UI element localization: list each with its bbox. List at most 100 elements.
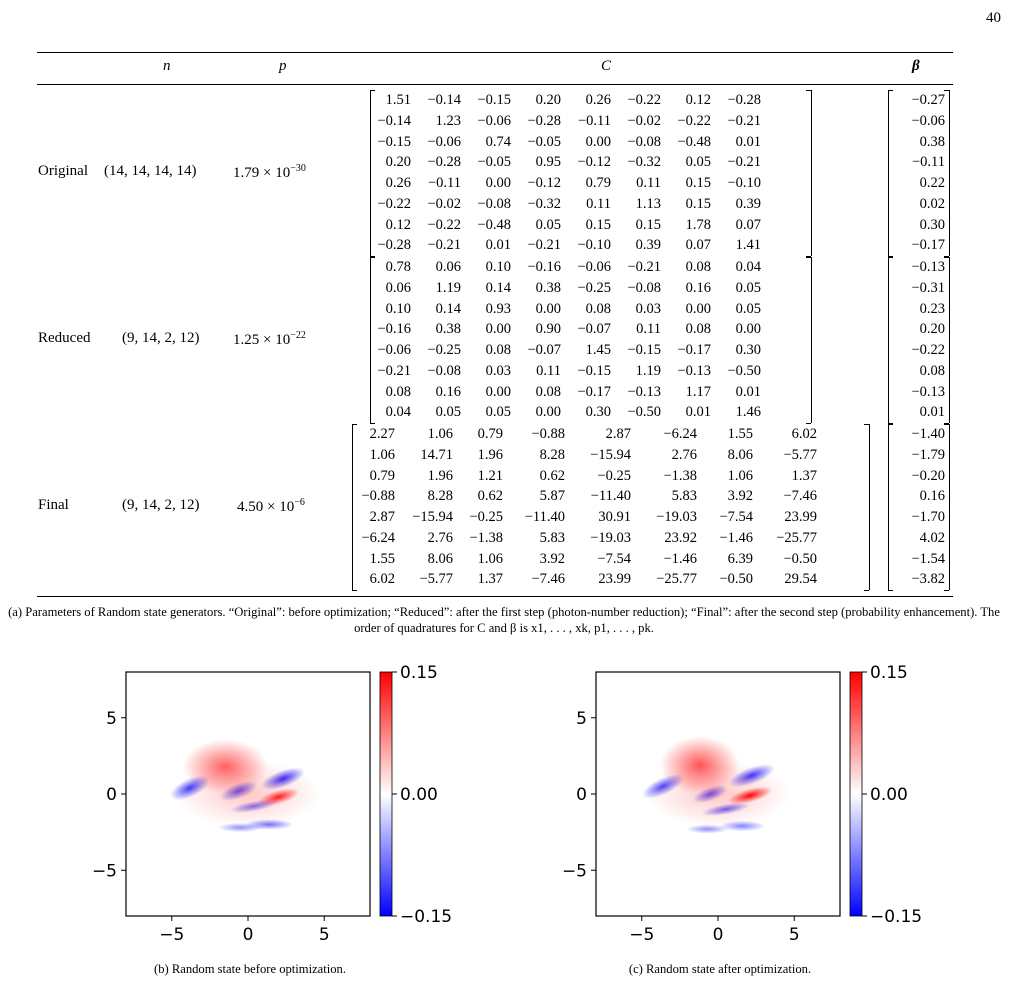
matrix-cell: −0.15 — [377, 133, 411, 150]
matrix-cell: −0.21 — [377, 362, 411, 379]
colorbar-tick-label: −0.15 — [400, 907, 452, 927]
matrix-cell: −0.21 — [427, 237, 461, 254]
matrix-cell: 5.83 — [539, 529, 565, 546]
header-p: p — [279, 58, 287, 74]
colorbar-tick-label: 0.00 — [870, 785, 908, 805]
matrix-cell: 0.15 — [635, 216, 661, 233]
matrix-cell: −0.06 — [477, 112, 511, 129]
heatmap-field — [642, 736, 792, 834]
vector-beta: −0.13 −0.31 0.23 0.20 −0.22 0.08 −0.13 0.01 — [888, 257, 950, 423]
matrix-cell: 0.07 — [735, 216, 761, 233]
matrix-cell: −0.12 — [577, 154, 611, 171]
row-n: (9, 14, 2, 12) — [122, 330, 200, 346]
matrix-cell: −0.32 — [527, 195, 561, 212]
matrix-cell: −0.48 — [477, 216, 511, 233]
matrix-cell: −1.38 — [663, 467, 697, 484]
matrix-cell: −0.15 — [477, 92, 511, 108]
matrix-cell: −0.08 — [627, 133, 661, 150]
matrix-cell: 0.11 — [636, 321, 661, 338]
matrix-cell: 3.92 — [539, 550, 565, 567]
matrix-cell: 0.03 — [485, 362, 511, 379]
row-label: Reduced — [38, 330, 91, 346]
matrix-cell: 0.12 — [385, 216, 411, 233]
matrix-cell: 0.30 — [735, 342, 761, 358]
matrix-cell: −0.50 — [783, 550, 817, 567]
bracket-serif — [864, 590, 869, 591]
matrix-cell: −0.50 — [627, 404, 661, 421]
matrix-cell: 1.96 — [427, 467, 453, 484]
y-tick-label: −5 — [92, 861, 117, 881]
table-bottom-rule — [37, 596, 953, 598]
matrix-cell: −7.46 — [783, 488, 817, 505]
matrix-cell: 5.87 — [539, 488, 565, 505]
vector-cell: 4.02 — [919, 529, 945, 546]
matrix-cell: 0.08 — [685, 321, 711, 338]
y-tick-label: 0 — [106, 785, 117, 805]
matrix-cell: −19.03 — [590, 529, 631, 546]
row-p: 4.50 × 10−6 — [237, 497, 305, 515]
matrix-cell: 0.10 — [385, 300, 411, 317]
matrix-cell: 0.08 — [385, 383, 411, 400]
vector-cell: −1.40 — [911, 426, 945, 442]
matrix-cell: 1.55 — [727, 426, 753, 442]
matrix-cell: 0.20 — [385, 154, 411, 171]
matrix-cell: 3.92 — [727, 488, 753, 505]
matrix-cell: −0.50 — [727, 362, 761, 379]
matrix-cell: −19.03 — [656, 509, 697, 525]
matrix-cell: 0.11 — [586, 195, 611, 212]
matrix-C: 0.78 0.06 0.10 −0.16 −0.06 −0.21 0.08 0.04 0.06 1… — [370, 257, 812, 423]
matrix-cell: 0.62 — [539, 467, 565, 484]
matrix-cell: 0.16 — [685, 279, 711, 296]
row-n: (9, 14, 2, 12) — [122, 497, 200, 513]
matrix-cell: 2.27 — [369, 426, 395, 442]
matrix-cell: 0.08 — [535, 383, 561, 400]
matrix-cell: −0.06 — [577, 259, 611, 275]
bracket-serif — [888, 423, 893, 424]
caption-b: (b) Random state before optimization. — [154, 962, 346, 976]
matrix-cell: 1.45 — [585, 342, 611, 358]
row-n: (14, 14, 14, 14) — [104, 163, 197, 179]
matrix-cell: −0.22 — [677, 112, 711, 129]
vector-cell: −0.20 — [911, 467, 945, 484]
bracket-serif — [806, 423, 811, 424]
bracket-serif — [944, 256, 949, 257]
matrix-cell: 8.06 — [727, 446, 753, 463]
matrix-cell: −0.11 — [577, 112, 611, 129]
matrix-cell: 1.55 — [369, 550, 395, 567]
bracket-serif — [888, 424, 893, 425]
vector-cell: 0.20 — [919, 321, 945, 338]
matrix-cell: −11.40 — [524, 509, 565, 525]
bracket-serif — [888, 257, 893, 258]
matrix-cell: −5.77 — [419, 571, 453, 588]
matrix-cell: −0.02 — [427, 195, 461, 212]
matrix-cell: −6.24 — [663, 426, 697, 442]
matrix-cell: 0.08 — [485, 342, 511, 358]
bracket-serif — [864, 424, 869, 425]
matrix-cell: 0.14 — [485, 279, 511, 296]
matrix-cell: 1.17 — [685, 383, 711, 400]
heatmap-blob — [217, 822, 264, 833]
matrix-cell: −0.13 — [677, 362, 711, 379]
matrix-cell: 0.03 — [635, 300, 661, 317]
y-tick-label: 5 — [106, 709, 117, 729]
caption-a: (a) Parameters of Random state generator… — [8, 605, 1000, 635]
bracket-serif — [370, 256, 375, 257]
matrix-cell: −0.21 — [727, 154, 761, 171]
matrix-cell: −5.77 — [783, 446, 817, 463]
vector-cell: −0.06 — [911, 112, 945, 129]
vector-cell: 0.16 — [919, 488, 945, 505]
vector-cell: −0.11 — [911, 154, 945, 171]
matrix-cell: 0.05 — [535, 216, 561, 233]
matrix-cell: 0.38 — [535, 279, 561, 296]
matrix-cell: −0.06 — [427, 133, 461, 150]
vector-cell: −0.13 — [911, 259, 945, 275]
matrix-cell: −0.06 — [377, 342, 411, 358]
y-tick-label: −5 — [562, 861, 587, 881]
matrix-cell: 0.05 — [735, 279, 761, 296]
matrix-cell: 0.06 — [435, 259, 461, 275]
bracket-serif — [806, 257, 811, 258]
matrix-cell: 23.99 — [598, 571, 631, 588]
matrix-cell: 0.15 — [585, 216, 611, 233]
matrix-cell: 2.76 — [671, 446, 697, 463]
matrix-C: 1.51 −0.14 −0.15 0.20 0.26 −0.22 0.12 −0.28 −0.1… — [370, 90, 812, 256]
